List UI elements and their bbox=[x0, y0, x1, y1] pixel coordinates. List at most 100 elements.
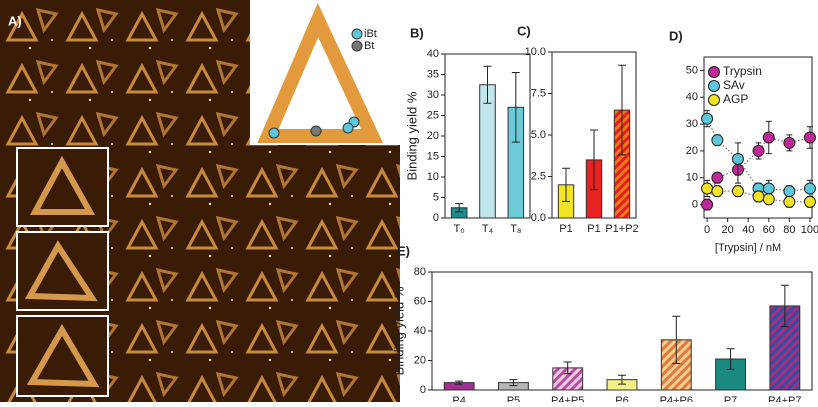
y-axis-label: Binding yield % bbox=[391, 286, 406, 375]
y-tick-label: 5 bbox=[433, 191, 439, 203]
x-tick-label: 20 bbox=[722, 224, 734, 236]
bar bbox=[479, 84, 496, 219]
x-tick-label: T₀ bbox=[454, 223, 465, 235]
y-tick-label: 40 bbox=[427, 48, 439, 60]
x-tick-label: T₄ bbox=[482, 223, 494, 235]
y-tick-label: 15 bbox=[427, 150, 439, 162]
point bbox=[731, 185, 744, 198]
bt-dot bbox=[310, 125, 322, 137]
x-tick-label: 100 bbox=[801, 224, 818, 236]
panel-label: B) bbox=[410, 25, 424, 40]
point bbox=[701, 182, 714, 195]
plot-frame bbox=[431, 271, 813, 391]
y-tick-label: 20 bbox=[414, 354, 426, 366]
y-tick-label: 10 bbox=[686, 172, 698, 184]
x-axis-label: [Trypsin] / nM bbox=[715, 242, 781, 254]
y-tick-label: 30 bbox=[686, 118, 698, 130]
point bbox=[762, 182, 775, 195]
panel-label: E) bbox=[397, 243, 410, 258]
y-tick-label: 25 bbox=[427, 109, 439, 121]
error-bar bbox=[455, 380, 464, 385]
error-bar bbox=[483, 65, 492, 104]
point bbox=[783, 136, 796, 149]
panel-label: D) bbox=[669, 28, 683, 43]
x-tick-label: P5 bbox=[507, 395, 520, 402]
inset-triangles bbox=[24, 155, 100, 388]
error-bar bbox=[562, 167, 570, 202]
x-tick-label: P4+P6 bbox=[660, 395, 693, 402]
x-tick-label: P6 bbox=[615, 395, 628, 402]
error-bar bbox=[672, 315, 681, 364]
x-tick-label: P4+P5 bbox=[551, 395, 584, 402]
y-tick-label: 0 bbox=[433, 212, 439, 224]
legend-label: SAv bbox=[723, 78, 745, 92]
x-tick-label: P1+P2 bbox=[605, 223, 638, 235]
point bbox=[783, 185, 796, 198]
ibt-dot bbox=[268, 127, 280, 139]
legend-label: AGP bbox=[723, 92, 748, 106]
x-tick-label: 60 bbox=[763, 224, 775, 236]
panel-label: C) bbox=[517, 23, 531, 38]
origami bbox=[257, 2, 383, 143]
y-tick-label: 0 bbox=[692, 198, 698, 210]
x-tick-label: 80 bbox=[783, 224, 795, 236]
y-tick-label: 0 bbox=[420, 384, 426, 396]
point bbox=[711, 171, 724, 184]
point bbox=[701, 112, 714, 125]
legend-marker bbox=[351, 28, 363, 40]
insets bbox=[16, 147, 109, 397]
error-bar bbox=[511, 71, 520, 143]
point bbox=[752, 144, 765, 157]
y-tick-label: 20 bbox=[427, 130, 439, 142]
x-tick-label: 40 bbox=[742, 224, 754, 236]
legend-marker bbox=[708, 94, 720, 106]
error-bar bbox=[726, 348, 735, 370]
legend-marker bbox=[708, 66, 720, 78]
point bbox=[762, 193, 775, 206]
x-tick-label: P7 bbox=[724, 395, 737, 402]
legend-marker bbox=[708, 80, 720, 92]
y-tick-label: 7.5 bbox=[531, 87, 546, 99]
point bbox=[701, 198, 714, 211]
x-tick-label: 0 bbox=[704, 224, 710, 236]
legend-label: Bt bbox=[364, 40, 374, 52]
y-tick-label: 20 bbox=[686, 145, 698, 157]
legend-label: Trypsin bbox=[723, 64, 762, 78]
point bbox=[752, 190, 765, 203]
error-bar bbox=[780, 284, 789, 328]
x-tick-label: P1 bbox=[559, 223, 572, 235]
panel-label: A) bbox=[8, 13, 22, 28]
point bbox=[803, 182, 816, 195]
error-bar bbox=[618, 374, 626, 385]
point bbox=[711, 185, 724, 198]
point bbox=[783, 195, 796, 208]
y-tick-label: 0.0 bbox=[531, 212, 546, 224]
y-tick-label: 40 bbox=[686, 91, 698, 103]
point bbox=[711, 134, 724, 147]
x-tick-label: P4 bbox=[452, 395, 465, 402]
y-tick-label: 30 bbox=[427, 89, 439, 101]
y-tick-label: 10.0 bbox=[525, 46, 546, 58]
y-tick-label: 5.0 bbox=[531, 129, 546, 141]
point bbox=[803, 195, 816, 208]
error-bar bbox=[618, 64, 626, 156]
legend-marker bbox=[351, 40, 363, 52]
x-tick-label: T₈ bbox=[510, 223, 521, 235]
y-tick-label: 60 bbox=[414, 295, 426, 307]
error-bar bbox=[455, 203, 464, 213]
point bbox=[803, 131, 816, 144]
point bbox=[731, 152, 744, 165]
error-bar bbox=[563, 361, 572, 375]
y-tick-label: 2.5 bbox=[531, 170, 546, 182]
x-tick-label: P4+P7 bbox=[768, 395, 801, 402]
y-tick-label: 50 bbox=[686, 64, 698, 76]
x-tick-label: P1 bbox=[587, 223, 600, 235]
point bbox=[762, 131, 775, 144]
legend-label: iBt bbox=[364, 28, 377, 40]
y-tick-label: 40 bbox=[414, 325, 426, 337]
y-tick-label: 35 bbox=[427, 68, 439, 80]
y-tick-label: 80 bbox=[414, 266, 426, 278]
ibt-dot bbox=[342, 122, 354, 134]
y-tick-label: 10 bbox=[427, 171, 439, 183]
